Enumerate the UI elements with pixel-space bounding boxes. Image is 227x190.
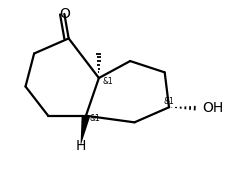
Text: O: O (59, 7, 70, 21)
Text: H: H (75, 139, 86, 153)
Polygon shape (81, 115, 90, 146)
Text: &1: &1 (89, 114, 100, 123)
Text: OH: OH (202, 101, 224, 115)
Text: &1: &1 (164, 97, 174, 106)
Text: &1: &1 (103, 77, 114, 86)
